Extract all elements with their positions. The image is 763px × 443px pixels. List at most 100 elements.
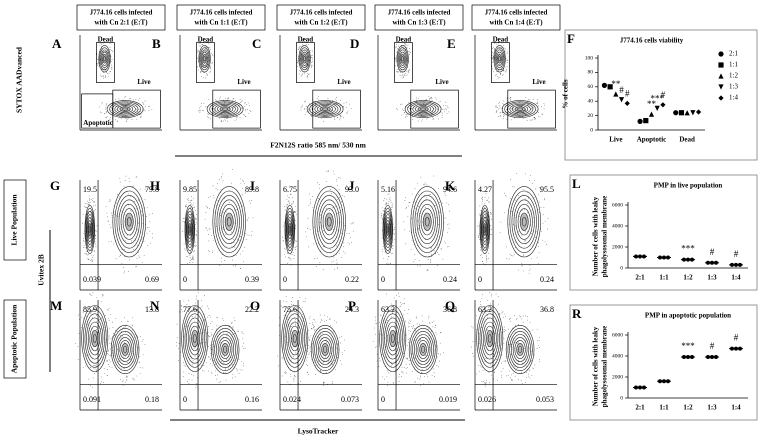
gate: [507, 89, 556, 129]
event-dot: [244, 102, 246, 104]
event-dot: [218, 382, 220, 383]
event-dot: [146, 232, 148, 234]
event-dot: [233, 98, 234, 100]
data-point: [607, 84, 613, 90]
event-dot: [500, 376, 502, 378]
event-dot: [81, 327, 82, 329]
event-dot: [309, 203, 311, 205]
event-dot: [518, 341, 519, 343]
event-dot: [477, 226, 478, 227]
event-dot: [538, 345, 540, 346]
event-dot: [221, 318, 223, 320]
event-dot: [420, 372, 422, 373]
event-dot: [312, 343, 313, 345]
event-dot: [339, 336, 341, 338]
event-dot: [488, 252, 489, 254]
event-dot: [503, 47, 505, 49]
event-dot: [192, 257, 194, 259]
event-dot: [137, 347, 139, 349]
event-dot: [319, 321, 321, 323]
event-dot: [239, 226, 241, 228]
event-dot: [293, 380, 295, 382]
event-dot: [198, 50, 199, 52]
contour: [412, 331, 434, 368]
chart-title: PMP in live population: [654, 182, 723, 190]
event-dot: [101, 376, 103, 378]
event-dot: [391, 363, 392, 365]
event-dot: [99, 74, 101, 76]
event-dot: [408, 339, 410, 340]
event-dot: [518, 269, 520, 271]
event-dot: [189, 260, 191, 261]
event-dot: [138, 356, 140, 358]
event-dot: [338, 119, 340, 121]
event-dot: [524, 96, 526, 98]
event-dot: [138, 255, 140, 257]
event-dot: [486, 258, 488, 259]
event-dot: [394, 227, 396, 229]
event-dot: [101, 295, 103, 297]
event-dot: [445, 242, 447, 244]
legend-label: 1:1: [729, 61, 738, 69]
event-dot: [438, 366, 440, 368]
event-dot: [308, 317, 310, 319]
event-dot: [526, 372, 528, 374]
event-dot: [480, 365, 481, 367]
event-dot: [392, 305, 394, 307]
event-dot: [499, 111, 501, 113]
event-dot: [422, 103, 424, 104]
event-dot: [320, 214, 322, 216]
contour: [117, 337, 133, 362]
event-dot: [536, 328, 538, 330]
quadrant-value: 94.6: [443, 185, 457, 194]
event-dot: [341, 257, 343, 259]
data-point: [686, 257, 690, 262]
event-dot: [399, 74, 401, 76]
event-dot: [405, 116, 406, 118]
event-dot: [345, 102, 347, 104]
contour: [85, 211, 94, 248]
event-dot: [144, 188, 146, 190]
event-dot: [122, 385, 124, 386]
contour: [218, 199, 240, 245]
event-dot: [232, 259, 234, 261]
contour: [493, 45, 506, 73]
event-dot: [448, 223, 450, 225]
contour: [479, 205, 491, 255]
event-dot: [84, 365, 86, 367]
event-dot: [228, 324, 230, 326]
event-dot: [409, 51, 411, 53]
event-dot: [107, 73, 108, 74]
event-dot: [372, 340, 374, 342]
event-dot: [492, 46, 494, 48]
data-point: [624, 100, 630, 106]
event-dot: [388, 241, 390, 243]
event-dot: [248, 113, 250, 114]
event-dot: [378, 357, 380, 359]
event-dot: [525, 198, 527, 200]
panel-box: [569, 174, 758, 291]
event-dot: [183, 221, 185, 223]
event-dot: [419, 340, 421, 341]
gate-label: Live: [137, 78, 150, 86]
event-dot: [142, 215, 144, 217]
event-dot: [284, 372, 286, 373]
event-dot: [95, 246, 97, 248]
event-dot: [336, 266, 338, 268]
event-dot: [106, 353, 108, 354]
event-dot: [110, 227, 112, 228]
panel-letter: B: [152, 36, 161, 51]
event-dot: [375, 316, 376, 318]
event-dot: [183, 371, 185, 373]
event-dot: [494, 69, 496, 71]
event-dot: [227, 367, 229, 369]
event-dot: [316, 110, 318, 112]
event-dot: [412, 119, 414, 120]
contour: [311, 102, 339, 116]
event-dot: [405, 364, 407, 365]
event-dot: [131, 240, 133, 242]
event-dot: [482, 261, 484, 263]
event-dot: [309, 201, 311, 203]
event-dot: [481, 306, 483, 308]
event-dot: [405, 207, 407, 209]
